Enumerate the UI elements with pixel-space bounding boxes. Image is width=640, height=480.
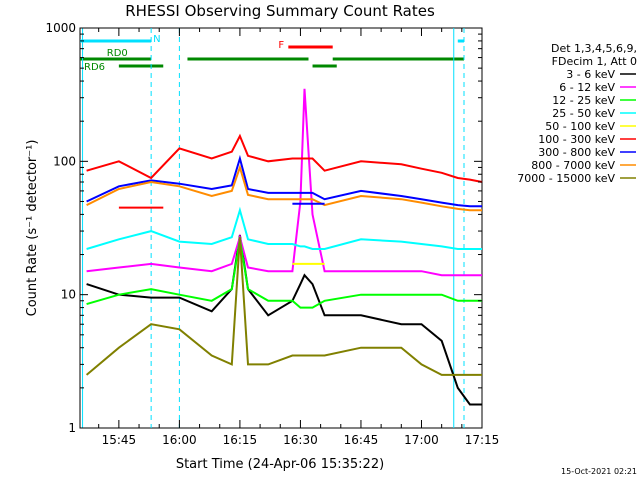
legend: Det 1,3,4,5,6,9, FDecim 1, Att 0 3 - 6 k… — [517, 42, 637, 185]
legend-header-line-1: Det 1,3,4,5,6,9, — [551, 42, 637, 55]
series-25-50-kev — [86, 206, 482, 250]
night-lines — [82, 28, 465, 428]
legend-label-100-300-kev: 100 - 300 keV — [538, 133, 615, 146]
x-tick-label: 16:30 — [283, 433, 318, 447]
series-6-12-kev — [86, 88, 482, 277]
x-tick-label: 16:00 — [162, 433, 197, 447]
chart-title: RHESSI Observing Summary Count Rates — [125, 2, 435, 20]
x-tick-label: 17:00 — [404, 433, 439, 447]
legend-label-300-800-kev: 300 - 800 keV — [538, 146, 615, 159]
legend-label-7000-15000-kev: 7000 - 15000 keV — [517, 172, 615, 185]
y-tick-label: 1 — [68, 421, 76, 435]
y-tick-label: 1000 — [45, 21, 76, 35]
y-tick-label: 100 — [53, 154, 76, 168]
series-800-7000-kev — [86, 164, 482, 212]
legend-label-3-6-kev: 3 - 6 keV — [566, 68, 615, 81]
legend-label-800-7000-kev: 800 - 7000 keV — [531, 159, 615, 172]
flag-label-rd6: RD6 — [84, 62, 105, 73]
legend-header-line-2: FDecim 1, Att 0 — [552, 55, 637, 68]
flag-label-n: N — [153, 34, 160, 45]
x-tick-label: 15:45 — [102, 433, 137, 447]
flag-label-f: F — [278, 40, 284, 51]
x-tick-label: 16:15 — [223, 433, 258, 447]
flag-label-rd0: RD0 — [107, 48, 128, 59]
series-3-6-kev — [86, 234, 482, 406]
y-tick-label: 10 — [61, 288, 76, 302]
x-axis-label: Start Time (24-Apr-06 15:35:22) — [176, 457, 384, 472]
legend-label-25-50-kev: 25 - 50 keV — [552, 107, 615, 120]
legend-label-50-100-kev: 50 - 100 keV — [545, 120, 615, 133]
footer-date: 15-Oct-2021 02:21 — [561, 467, 637, 476]
legend-label-12-25-kev: 12 - 25 keV — [552, 94, 615, 107]
plot-area — [79, 27, 483, 429]
y-axis-label: Count Rate (s⁻¹ detector⁻¹) — [25, 140, 40, 317]
series-layer — [85, 88, 483, 406]
axes-layer: 1 10 100 1000 15:45 16:00 16:15 16:30 16:45 17:00… — [45, 21, 499, 447]
series-7000-15000-kev — [85, 237, 482, 376]
x-tick-label: 16:45 — [344, 433, 379, 447]
legend-label-6-12-kev: 6 - 12 keV — [559, 81, 615, 94]
x-tick-label: 17:15 — [465, 433, 500, 447]
series-12-25-kev — [86, 239, 482, 309]
series-100-300-kev — [86, 133, 483, 183]
series-300-800-kev — [86, 154, 482, 208]
